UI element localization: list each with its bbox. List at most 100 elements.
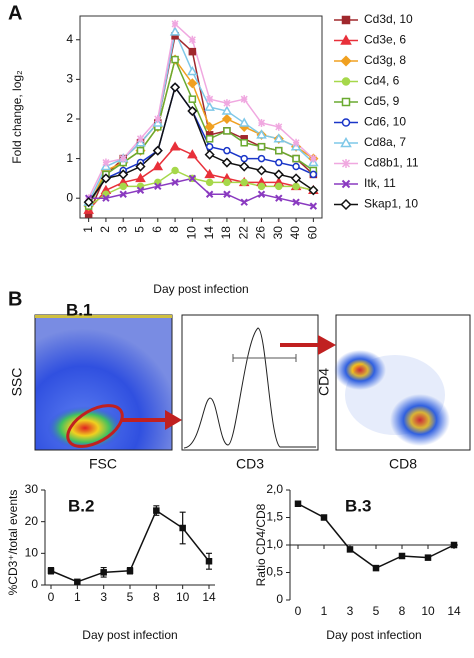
axis-label: Fold change, log₂ [10, 70, 24, 164]
marker [398, 552, 406, 560]
marker [256, 129, 267, 139]
y-tick-label: 2,0 [266, 482, 283, 496]
marker [257, 154, 266, 163]
marker [346, 546, 354, 553]
y-tick-label: 1,5 [266, 510, 283, 524]
marker [135, 172, 146, 183]
axis-label: Ratio CD4/CD8 [254, 503, 268, 586]
x-tick-label: 8 [153, 590, 160, 604]
marker [240, 95, 248, 104]
y-tick-label: 2 [66, 111, 73, 125]
legend-label: Itk, 11 [364, 176, 396, 190]
y-tick-label: 3 [66, 72, 73, 86]
y-tick-label: 1 [66, 151, 73, 165]
marker [205, 190, 214, 198]
marker [119, 190, 127, 198]
y-tick-label: 30 [25, 482, 39, 496]
marker [83, 197, 94, 208]
marker [309, 170, 318, 179]
y-tick-label: 0,5 [266, 565, 283, 579]
cluster [390, 394, 450, 446]
x-tick-label: 1 [74, 590, 81, 604]
x-tick-label: 5 [127, 590, 134, 604]
axis-label: Day post infection [326, 628, 421, 642]
axis-label: Day post infection [153, 282, 248, 296]
panel-title: B.1 [66, 300, 92, 319]
y-tick-label: 20 [25, 514, 39, 528]
cluster [334, 350, 386, 390]
marker [292, 182, 300, 191]
marker [292, 154, 300, 163]
x-tick-label: 14 [447, 604, 461, 618]
marker [136, 146, 145, 155]
marker [187, 149, 198, 159]
legend-marker [341, 179, 351, 189]
marker [205, 178, 214, 187]
marker [170, 82, 181, 93]
plot-frame [79, 15, 323, 219]
marker [221, 157, 232, 168]
marker [118, 169, 129, 180]
axis-label: Day post infection [82, 628, 177, 642]
x-tick-label: 0 [295, 604, 302, 618]
x-tick-label: 22 [236, 226, 250, 240]
legend-marker [341, 118, 351, 127]
legend-label: Cd8a, 7 [364, 135, 406, 149]
x-tick-label: 8 [399, 604, 406, 618]
marker [205, 142, 214, 151]
marker [292, 162, 300, 171]
marker [188, 47, 197, 56]
plot-edge [35, 315, 172, 318]
marker [188, 95, 197, 103]
series-line [88, 177, 314, 207]
marker [223, 146, 231, 155]
marker [450, 541, 458, 549]
chart-title: B.2 [68, 496, 94, 515]
gate [66, 404, 124, 448]
x-tick-label: 5 [373, 604, 380, 618]
marker [136, 134, 145, 143]
x-tick-label: 14 [202, 590, 216, 604]
marker [204, 101, 215, 111]
y-tick-label: 0 [276, 592, 283, 606]
marker [275, 146, 283, 155]
marker [169, 141, 181, 151]
marker [136, 186, 145, 194]
x-tick-label: 10 [185, 226, 199, 240]
x-tick-label: 40 [288, 226, 302, 240]
marker [102, 158, 110, 167]
legend-label: Cd3g, 8 [364, 53, 406, 67]
legend-marker [341, 77, 351, 86]
marker [308, 185, 319, 196]
axis-label: CD4 [316, 368, 332, 396]
legend-label: Cd3d, 10 [364, 12, 413, 26]
marker [273, 169, 284, 180]
legend-marker [341, 15, 351, 25]
legend-label: Cd3e, 6 [364, 33, 406, 47]
marker [294, 500, 302, 507]
marker [221, 105, 233, 115]
y-tick-label: 1,0 [266, 537, 283, 551]
legend-marker [340, 198, 352, 211]
x-tick-label: 3 [347, 604, 354, 618]
y-tick-label: 10 [25, 546, 39, 560]
x-tick-label: 10 [421, 604, 435, 618]
axis-label: FSC [89, 456, 117, 472]
x-tick-label: 0 [48, 590, 55, 604]
marker [74, 578, 81, 586]
marker [320, 514, 328, 521]
marker [223, 178, 231, 187]
legend-label: Cd4, 6 [364, 74, 400, 88]
marker [424, 554, 432, 561]
legend-marker [340, 34, 352, 45]
marker [152, 160, 164, 171]
marker [205, 558, 213, 565]
marker [171, 166, 179, 175]
x-tick-label: 1 [81, 226, 95, 233]
marker [204, 121, 215, 132]
x-tick-label: 14 [202, 226, 216, 240]
marker [171, 178, 179, 187]
marker [135, 161, 146, 172]
x-tick-label: 5 [133, 226, 147, 233]
